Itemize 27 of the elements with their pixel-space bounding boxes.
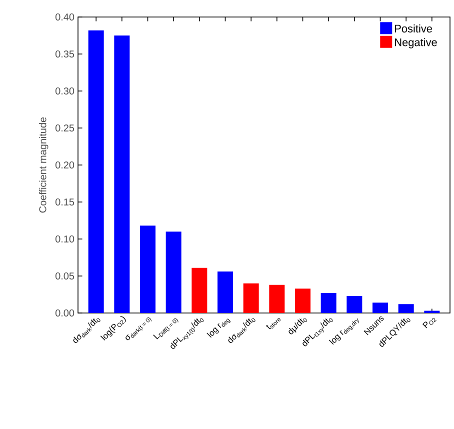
x-tick-label: log r$_{deg}$ xyxy=(206,318,230,338)
y-tick-label: 0.25 xyxy=(55,124,74,132)
y-tick-label: 0.30 xyxy=(55,87,74,95)
y-tick-label: 0.20 xyxy=(55,161,74,169)
y-tick-label: 0.10 xyxy=(55,235,74,243)
bar xyxy=(243,283,259,313)
bar xyxy=(114,36,130,313)
bar xyxy=(218,272,233,313)
bar xyxy=(88,30,104,313)
bar xyxy=(269,284,285,313)
bar xyxy=(192,268,208,313)
bar xyxy=(346,296,362,313)
y-tick-label: 0.35 xyxy=(55,50,74,58)
x-tick-label: P$_{O2}$ xyxy=(422,318,436,328)
bar xyxy=(398,304,414,313)
y-tick-label: 0.15 xyxy=(55,198,74,206)
y-tick-label: 0.00 xyxy=(55,309,74,317)
legend-label: Positive xyxy=(395,24,432,32)
bar xyxy=(320,293,336,313)
bar xyxy=(140,226,156,313)
legend-label: Negative xyxy=(395,38,437,48)
y-tick-label: 0.05 xyxy=(55,272,74,280)
bar xyxy=(295,288,311,313)
y-tick-label: 0.40 xyxy=(55,13,74,21)
bar xyxy=(166,232,182,313)
bar xyxy=(372,302,388,313)
y-axis-title: Coefficient magnitude xyxy=(38,117,48,213)
